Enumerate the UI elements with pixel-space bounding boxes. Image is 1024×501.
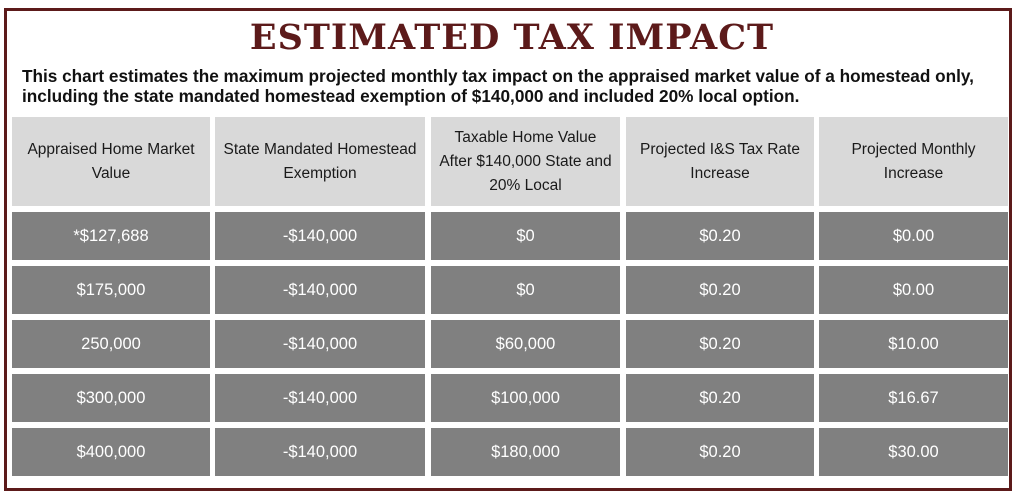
cell-monthly-increase: $30.00 — [819, 428, 1008, 476]
cell-monthly-increase: $10.00 — [819, 320, 1008, 368]
cell-taxable-value: $180,000 — [431, 428, 620, 476]
header-cell-homestead-exemption: State Mandated Homestead Exemption — [215, 117, 425, 206]
cell-tax-rate-increase: $0.20 — [626, 320, 814, 368]
table-row: $300,000 -$140,000 $100,000 $0.20 $16.67 — [12, 374, 1008, 422]
cell-monthly-increase: $16.67 — [819, 374, 1008, 422]
cell-taxable-value: $60,000 — [431, 320, 620, 368]
cell-homestead-exemption: -$140,000 — [215, 374, 425, 422]
table-row: $175,000 -$140,000 $0 $0.20 $0.00 — [12, 266, 1008, 314]
header-cell-tax-rate-increase: Projected I&S Tax Rate Increase — [626, 117, 814, 206]
header-cell-taxable-value: Taxable Home Value After $140,000 State … — [431, 117, 620, 206]
cell-homestead-exemption: -$140,000 — [215, 212, 425, 260]
cell-appraised-value: *$127,688 — [12, 212, 210, 260]
table-row: $400,000 -$140,000 $180,000 $0.20 $30.00 — [12, 428, 1008, 476]
cell-taxable-value: $0 — [431, 212, 620, 260]
cell-appraised-value: $300,000 — [12, 374, 210, 422]
cell-monthly-increase: $0.00 — [819, 266, 1008, 314]
cell-taxable-value: $100,000 — [431, 374, 620, 422]
cell-homestead-exemption: -$140,000 — [215, 266, 425, 314]
cell-tax-rate-increase: $0.20 — [626, 428, 814, 476]
cell-appraised-value: $400,000 — [12, 428, 210, 476]
cell-homestead-exemption: -$140,000 — [215, 428, 425, 476]
table-header-row: Appraised Home Market Value State Mandat… — [12, 117, 1008, 206]
cell-monthly-increase: $0.00 — [819, 212, 1008, 260]
cell-appraised-value: $175,000 — [12, 266, 210, 314]
page-title: ESTIMATED TAX IMPACT — [249, 17, 775, 58]
cell-tax-rate-increase: $0.20 — [626, 266, 814, 314]
chart-description: This chart estimates the maximum project… — [22, 66, 974, 106]
cell-taxable-value: $0 — [431, 266, 620, 314]
header-cell-appraised-value: Appraised Home Market Value — [12, 117, 210, 206]
cell-homestead-exemption: -$140,000 — [215, 320, 425, 368]
table-row: *$127,688 -$140,000 $0 $0.20 $0.00 — [12, 212, 1008, 260]
table-row: 250,000 -$140,000 $60,000 $0.20 $10.00 — [12, 320, 1008, 368]
cell-appraised-value: 250,000 — [12, 320, 210, 368]
cell-tax-rate-increase: $0.20 — [626, 374, 814, 422]
header-cell-monthly-increase: Projected Monthly Increase — [819, 117, 1008, 206]
cell-tax-rate-increase: $0.20 — [626, 212, 814, 260]
